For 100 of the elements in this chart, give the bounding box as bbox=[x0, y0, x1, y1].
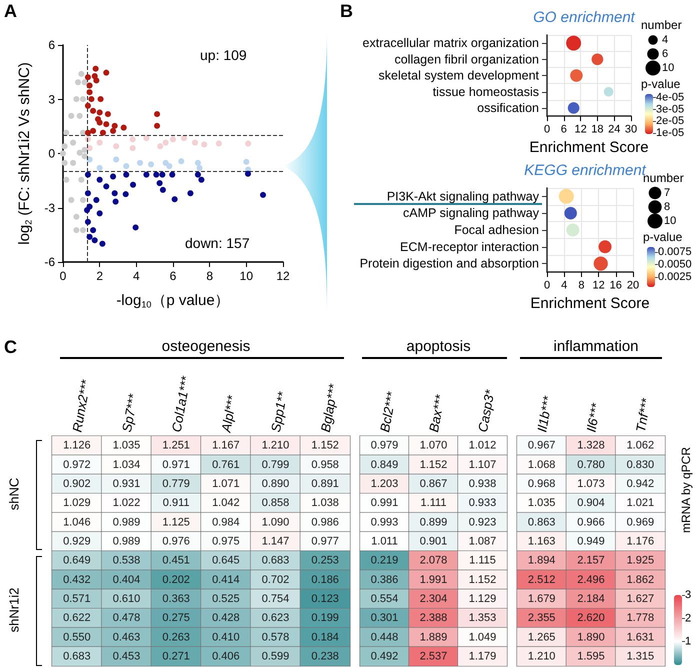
x-tick-label: 10 bbox=[240, 269, 254, 283]
x-tick-label: Sp7*** bbox=[119, 392, 141, 434]
data-label: 1.035 bbox=[528, 497, 556, 510]
point bbox=[90, 108, 96, 114]
data-label: 0.623 bbox=[262, 612, 290, 624]
data-label: 1.035 bbox=[112, 440, 140, 452]
data-label: 0.271 bbox=[162, 650, 190, 662]
data-label: 0.123 bbox=[311, 592, 339, 605]
data-label: 1.890 bbox=[577, 631, 605, 644]
color-bar-label: 1 bbox=[685, 636, 692, 648]
point bbox=[73, 214, 80, 220]
legend-label: 10 bbox=[664, 215, 676, 227]
data-label: 0.949 bbox=[577, 535, 605, 548]
data-label: 0.993 bbox=[370, 516, 398, 528]
x-axis-title: Enrichment Score bbox=[530, 294, 650, 312]
point bbox=[103, 121, 110, 128]
point bbox=[154, 111, 160, 118]
data-label: 1.152 bbox=[420, 458, 448, 471]
point bbox=[216, 140, 222, 147]
color-bar-label: 2 bbox=[685, 612, 692, 624]
data-label: 0.199 bbox=[311, 612, 339, 624]
point bbox=[86, 82, 93, 89]
point bbox=[159, 172, 166, 178]
y-tick-label: cAMP signaling pathway bbox=[403, 206, 540, 220]
annotation: down: 157 bbox=[185, 235, 250, 251]
data-label: 0.448 bbox=[370, 631, 398, 644]
point bbox=[169, 172, 176, 178]
point bbox=[90, 227, 96, 234]
data-label: 0.599 bbox=[262, 650, 290, 662]
x-tick-label: 2 bbox=[96, 269, 104, 283]
data-label: 1.062 bbox=[626, 440, 654, 452]
point bbox=[137, 160, 143, 166]
point bbox=[178, 158, 184, 164]
point bbox=[187, 190, 194, 196]
data-label: 1.046 bbox=[63, 516, 91, 528]
x-tick-label: 8 bbox=[206, 269, 214, 283]
data-label: 0.933 bbox=[468, 497, 496, 510]
data-label: 0.649 bbox=[63, 554, 91, 567]
data-label: 1.176 bbox=[626, 535, 654, 548]
data-label: 0.968 bbox=[528, 478, 556, 490]
data-label: 0.989 bbox=[112, 535, 140, 548]
color-bar-label: 0.0050 bbox=[658, 258, 692, 270]
data-label: 0.938 bbox=[468, 478, 496, 490]
point bbox=[157, 143, 164, 150]
x-tick-label: Col1a1*** bbox=[168, 374, 194, 434]
data-label: 0.754 bbox=[262, 592, 290, 605]
y-tick-label: ECM-receptor interaction bbox=[400, 240, 540, 254]
y-axis-title: log2 (FC: shNr1i2 Vs shNC) bbox=[16, 62, 34, 245]
data-label: 0.428 bbox=[212, 612, 240, 624]
data-label: 0.972 bbox=[63, 458, 91, 471]
point bbox=[86, 89, 93, 96]
point bbox=[130, 145, 136, 152]
data-label: 2.620 bbox=[577, 612, 605, 624]
text: shNC bbox=[6, 478, 22, 510]
data-label: 0.578 bbox=[262, 631, 290, 644]
legend-label: 6 bbox=[662, 48, 668, 60]
data-label: 1.265 bbox=[528, 631, 556, 644]
point bbox=[172, 196, 178, 202]
x-tick-label: Il1b*** bbox=[534, 394, 556, 434]
data-label: 0.610 bbox=[112, 592, 140, 605]
data-label: 1.022 bbox=[112, 497, 140, 510]
point bbox=[113, 143, 120, 150]
point bbox=[96, 109, 103, 116]
point bbox=[162, 140, 169, 146]
data-label: 0.645 bbox=[212, 554, 240, 567]
data-label: 0.911 bbox=[162, 497, 190, 510]
x-tick-label: 4 bbox=[561, 280, 568, 292]
data-label: 1.087 bbox=[468, 535, 496, 548]
data-label: 0.991 bbox=[370, 497, 398, 510]
point bbox=[112, 122, 118, 129]
data-label: 1.210 bbox=[528, 650, 556, 662]
x-tick-label: Runx2*** bbox=[69, 378, 94, 434]
data-label: 0.404 bbox=[112, 574, 140, 586]
point bbox=[104, 111, 111, 118]
data-label: 0.571 bbox=[63, 592, 91, 605]
data-label: 2.355 bbox=[528, 612, 556, 624]
point bbox=[98, 96, 104, 102]
data-label: 1.679 bbox=[528, 592, 556, 605]
point bbox=[84, 172, 91, 178]
point bbox=[201, 141, 208, 148]
x-tick-label: 8 bbox=[578, 280, 584, 292]
data-label: 0.975 bbox=[212, 535, 240, 548]
point bbox=[123, 172, 130, 178]
point bbox=[62, 160, 68, 166]
point bbox=[60, 150, 66, 156]
point bbox=[63, 176, 70, 183]
data-label: 1.115 bbox=[469, 554, 496, 567]
point bbox=[93, 196, 100, 203]
data-label: 1.210 bbox=[262, 440, 290, 452]
data-label: 0.202 bbox=[162, 574, 190, 586]
data-label: 1.021 bbox=[626, 497, 654, 510]
data-label: 0.363 bbox=[162, 592, 190, 605]
point bbox=[120, 124, 127, 131]
annotation: up: 109 bbox=[200, 47, 247, 63]
data-label: 0.904 bbox=[577, 497, 605, 510]
y-tick-label: 6 bbox=[48, 38, 56, 52]
data-label: 2.537 bbox=[420, 650, 448, 662]
y-tick-label: extracellular matrix organization bbox=[362, 36, 540, 50]
data-label: 0.219 bbox=[370, 554, 398, 567]
data-label: 2.184 bbox=[577, 592, 605, 605]
